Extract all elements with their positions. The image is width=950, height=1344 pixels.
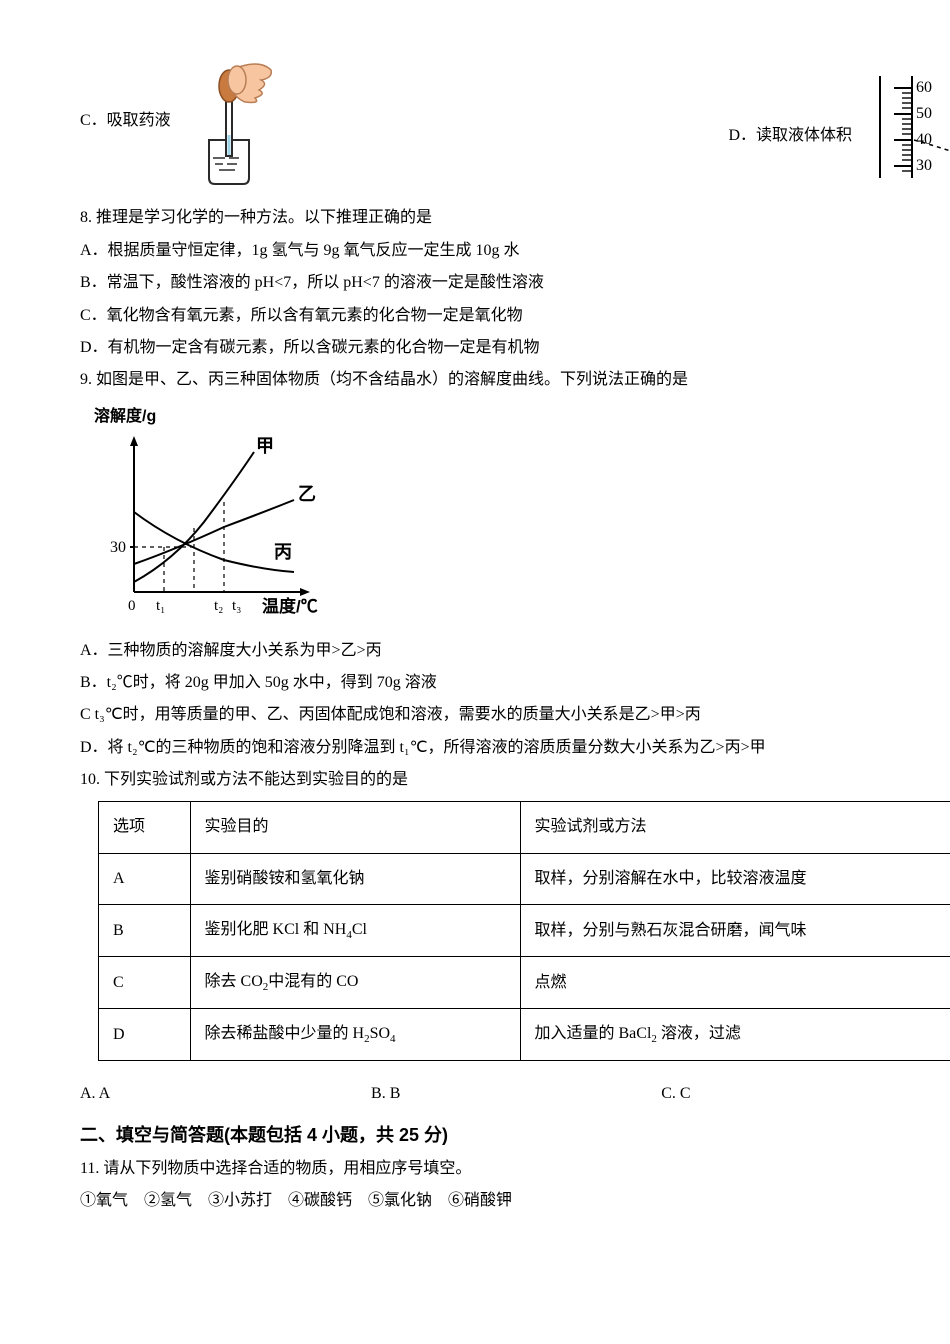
q10-r0c1: 鉴别硝酸铵和氢氧化钠 bbox=[190, 853, 520, 904]
q9-a: A．三种物质的溶解度大小关系为甲>乙>丙 bbox=[80, 636, 950, 666]
q10-r1c1: 鉴别化肥 KCl 和 NH4Cl bbox=[190, 905, 520, 957]
q7-option-c: C．吸取药液 bbox=[80, 40, 279, 201]
svg-text:t₁: t₁ bbox=[156, 598, 165, 614]
table-row: B 鉴别化肥 KCl 和 NH4Cl 取样，分别与熟石灰混合研磨，闻气味 bbox=[99, 905, 950, 957]
svg-text:乙: 乙 bbox=[298, 484, 316, 504]
q8-a: A．根据质量守恒定律，1g 氢气与 9g 氧气反应一定生成 10g 水 bbox=[80, 236, 950, 266]
q9-y-axis-label: 溶解度/g bbox=[94, 402, 950, 432]
table-row: A 鉴别硝酸铵和氢氧化钠 取样，分别溶解在水中，比较溶液温度 bbox=[99, 853, 950, 904]
q10-r3c2: 加入适量的 BaCl2 溶液，过滤 bbox=[520, 1009, 950, 1061]
q10-r3c1: 除去稀盐酸中少量的 H2SO4 bbox=[190, 1009, 520, 1061]
cyl-label-60: 60 bbox=[916, 79, 932, 96]
table-row: D 除去稀盐酸中少量的 H2SO4 加入适量的 BaCl2 溶液，过滤 bbox=[99, 1009, 950, 1061]
svg-text:甲: 甲 bbox=[256, 436, 274, 456]
svg-text:30: 30 bbox=[110, 539, 126, 556]
q9-d: D．将 t₂℃的三种物质的饱和溶液分别降温到 t₁℃，所得溶液的溶质质量分数大小… bbox=[80, 733, 950, 763]
svg-text:温度/℃: 温度/℃ bbox=[262, 596, 318, 616]
svg-text:t₂: t₂ bbox=[214, 598, 223, 614]
q10-r0c2: 取样，分别溶解在水中，比较溶液温度 bbox=[520, 853, 950, 904]
q7-c-label: C．吸取药液 bbox=[80, 106, 171, 136]
q10-opt-c: C. C bbox=[661, 1079, 690, 1109]
q8-b: B．常温下，酸性溶液的 pH<7，所以 pH<7 的溶液一定是酸性溶液 bbox=[80, 268, 950, 298]
q10-th-1: 实验目的 bbox=[190, 802, 520, 853]
cyl-label-40: 40 bbox=[916, 131, 932, 148]
q8-d: D．有机物一定含有碳元素，所以含碳元素的化合物一定是有机物 bbox=[80, 333, 950, 363]
q9-b: B．t₂℃时，将 20g 甲加入 50g 水中，得到 70g 溶液 bbox=[80, 668, 950, 698]
q9-c: C t₃℃时，用等质量的甲、乙、丙固体配成饱和溶液，需要水的质量大小关系是乙>甲… bbox=[80, 700, 950, 730]
q11-choices: ①氧气 ②氢气 ③小苏打 ④碳酸钙 ⑤氯化钠 ⑥硝酸钾 bbox=[80, 1186, 950, 1216]
q10-stem: 10. 下列实验试剂或方法不能达到实验目的的是 bbox=[80, 765, 950, 795]
section-2-title: 二、填空与简答题(本题包括 4 小题，共 25 分) bbox=[80, 1118, 950, 1152]
q10-table: 选项 实验目的 实验试剂或方法 A 鉴别硝酸铵和氢氧化钠 取样，分别溶解在水中，… bbox=[98, 801, 950, 1061]
q10-r2c1: 除去 CO2中混有的 CO bbox=[190, 957, 520, 1009]
table-row: C 除去 CO2中混有的 CO 点燃 bbox=[99, 957, 950, 1009]
q10-th-0: 选项 bbox=[99, 802, 191, 853]
q10-opt-b: B. B bbox=[371, 1079, 400, 1109]
q7-option-d: D．读取液体体积 60 50 40 30 bbox=[728, 70, 950, 201]
q7-options-row: C．吸取药液 bbox=[80, 40, 950, 201]
cyl-label-50: 50 bbox=[916, 105, 932, 122]
q10-r2c2: 点燃 bbox=[520, 957, 950, 1009]
svg-text:t₃: t₃ bbox=[232, 598, 241, 614]
q10-r0c0: A bbox=[99, 853, 191, 904]
q11-stem: 11. 请从下列物质中选择合适的物质，用相应序号填空。 bbox=[80, 1154, 950, 1184]
q10-r3c0: D bbox=[99, 1009, 191, 1061]
q10-r1c2: 取样，分别与熟石灰混合研磨，闻气味 bbox=[520, 905, 950, 957]
q8-stem: 8. 推理是学习化学的一种方法。以下推理正确的是 bbox=[80, 203, 950, 233]
q9-solubility-chart: 溶解度/g 30 甲 乙 丙 0 t₁ t₂ t₃ 温度/℃ bbox=[94, 402, 950, 634]
q10-th-2: 实验试剂或方法 bbox=[520, 802, 950, 853]
dropper-illustration bbox=[179, 40, 279, 201]
q7-d-label: D．读取液体体积 bbox=[728, 121, 852, 151]
q10-r2c0: C bbox=[99, 957, 191, 1009]
cyl-label-30: 30 bbox=[916, 157, 932, 174]
q10-opt-a: A. A bbox=[80, 1079, 110, 1109]
q8-c: C．氧化物含有氧元素，所以含有氧元素的化合物一定是氧化物 bbox=[80, 301, 950, 331]
q9-stem: 9. 如图是甲、乙、丙三种固体物质（均不含结晶水）的溶解度曲线。下列说法正确的是 bbox=[80, 365, 950, 395]
q10-r1c0: B bbox=[99, 905, 191, 957]
q10-options: A. A B. B C. C D. D bbox=[80, 1079, 950, 1109]
svg-text:丙: 丙 bbox=[274, 542, 292, 562]
svg-text:0: 0 bbox=[128, 598, 136, 614]
cylinder-illustration: 60 50 40 30 bbox=[860, 70, 950, 201]
